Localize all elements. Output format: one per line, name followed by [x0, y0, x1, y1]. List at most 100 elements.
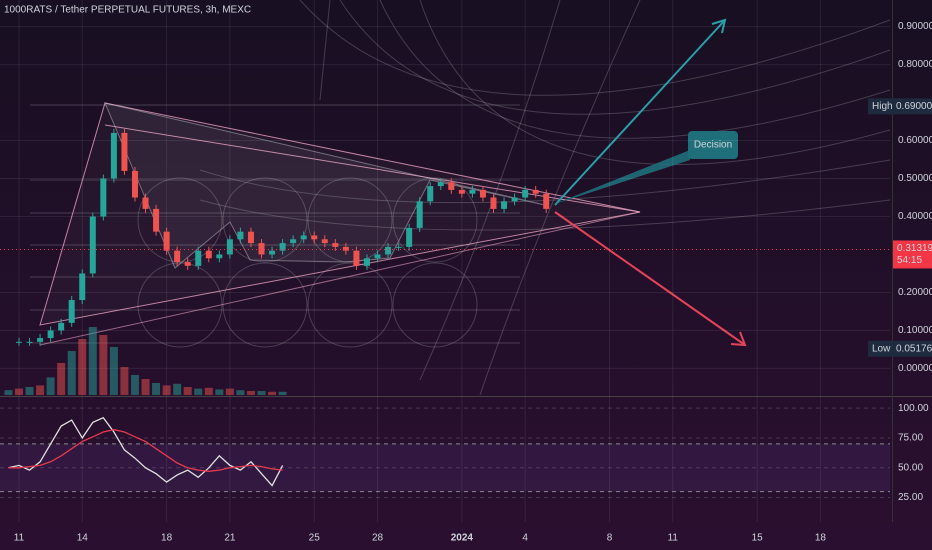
volume-bar [225, 388, 234, 395]
y-tick-label: 0.50000 [898, 173, 932, 184]
candle-body [416, 201, 423, 228]
rsi-tick-label: 75.00 [898, 433, 923, 444]
last-price-box [893, 240, 932, 269]
candle-body [290, 239, 297, 244]
candle-body [427, 186, 434, 202]
candle-body [522, 189, 529, 198]
rsi-line [8, 428, 283, 472]
x-tick-label: 25 [309, 533, 321, 544]
candle-body [300, 235, 307, 240]
drawings [30, 0, 891, 396]
candle-body [174, 250, 181, 263]
volume-bar [57, 363, 66, 395]
candle-body [363, 258, 370, 266]
candle-body [469, 189, 476, 194]
candle-body [58, 322, 65, 331]
candle-body [216, 254, 223, 259]
candle-body [543, 193, 550, 209]
candle-body [385, 246, 392, 255]
volume-bar [141, 379, 150, 395]
volume-bar [246, 391, 255, 395]
y-tick-label: 0.00000 [898, 363, 932, 374]
candle-body [237, 231, 244, 240]
rsi-line [8, 416, 284, 487]
candle-body [532, 189, 539, 194]
volume-bar [204, 387, 213, 395]
volume-bar [194, 388, 203, 395]
y-tick-label: 0.20000 [898, 287, 932, 298]
volume-bar [109, 347, 118, 395]
candle-body [279, 243, 286, 251]
rsi-tick-label: 100.00 [898, 403, 929, 414]
candle-body [15, 341, 22, 343]
rsi-tick-label: 50.00 [898, 462, 923, 473]
volume-bar [99, 335, 108, 395]
volume-bar [173, 383, 182, 395]
candle-body [342, 246, 349, 251]
candle-body [501, 201, 508, 209]
volume-bar [268, 391, 277, 395]
candle-body [353, 250, 360, 266]
volume-bar [278, 391, 287, 395]
volume-bar [183, 387, 192, 395]
y-tick-label: 0.60000 [898, 135, 932, 146]
volume-bar [120, 367, 129, 395]
volume-bar [130, 375, 139, 395]
volume-bar [78, 339, 87, 395]
x-tick-label: 18 [815, 533, 827, 544]
candle-body [142, 197, 149, 209]
volume-bar [88, 327, 97, 395]
volume-bar [215, 389, 224, 395]
volume-bar [152, 383, 161, 395]
x-tick-label: 28 [372, 533, 384, 544]
candle-body [490, 197, 497, 209]
last-price-label: 0.31319 [897, 243, 932, 254]
y-tick-label: 0.10000 [898, 325, 932, 336]
candle-body [437, 182, 444, 187]
candle-body [110, 132, 117, 179]
candle-body [79, 273, 86, 301]
candle-body [247, 231, 254, 244]
candle-body [121, 132, 128, 171]
candle-body [89, 216, 96, 274]
candle-body [163, 231, 170, 251]
x-tick-label: 21 [224, 533, 236, 544]
volume-bar [25, 387, 34, 395]
volume-bar [162, 385, 171, 395]
countdown: 54:15 [897, 255, 922, 266]
volume-bar [67, 351, 76, 395]
x-tick-label: 4 [522, 533, 528, 544]
x-tick-label: 11 [14, 533, 25, 544]
candle-body [47, 330, 54, 339]
candle-body [153, 208, 160, 232]
candle-body [269, 250, 276, 255]
candle-body [311, 235, 318, 240]
x-tick-label: 8 [607, 533, 613, 544]
volume-bar [46, 377, 55, 395]
candle-body [26, 341, 33, 343]
y-tick-label: 0.40000 [898, 211, 932, 222]
candle-body [131, 170, 138, 198]
y-tick-label: 0.90000 [898, 21, 932, 32]
candle-body [226, 239, 233, 255]
x-tick-label: 15 [752, 533, 764, 544]
x-tick-label: 2024 [451, 533, 474, 544]
candle-body [68, 300, 75, 323]
candle-body [37, 338, 44, 342]
badge-box [868, 340, 932, 357]
badge-label: 0.69000 [896, 101, 932, 112]
badge-box [868, 98, 932, 115]
candle-body [332, 243, 339, 247]
badge-name: Low [872, 343, 891, 354]
candle-body [395, 246, 402, 248]
candle-body [479, 189, 486, 198]
rsi-tick-label: 25.00 [898, 492, 923, 503]
candle-body [195, 250, 202, 266]
candle-body [100, 178, 107, 217]
chart-title: 1000RATS / Tether PERPETUAL FUTURES, 3h,… [4, 5, 251, 16]
x-tick-label: 14 [77, 533, 89, 544]
volume-bar [4, 390, 13, 395]
annotation: Decision [694, 140, 732, 151]
